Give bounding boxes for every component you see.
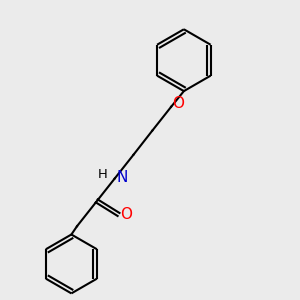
Text: N: N (116, 169, 128, 184)
Text: H: H (98, 168, 107, 181)
Text: O: O (172, 96, 184, 111)
Text: O: O (120, 207, 132, 222)
